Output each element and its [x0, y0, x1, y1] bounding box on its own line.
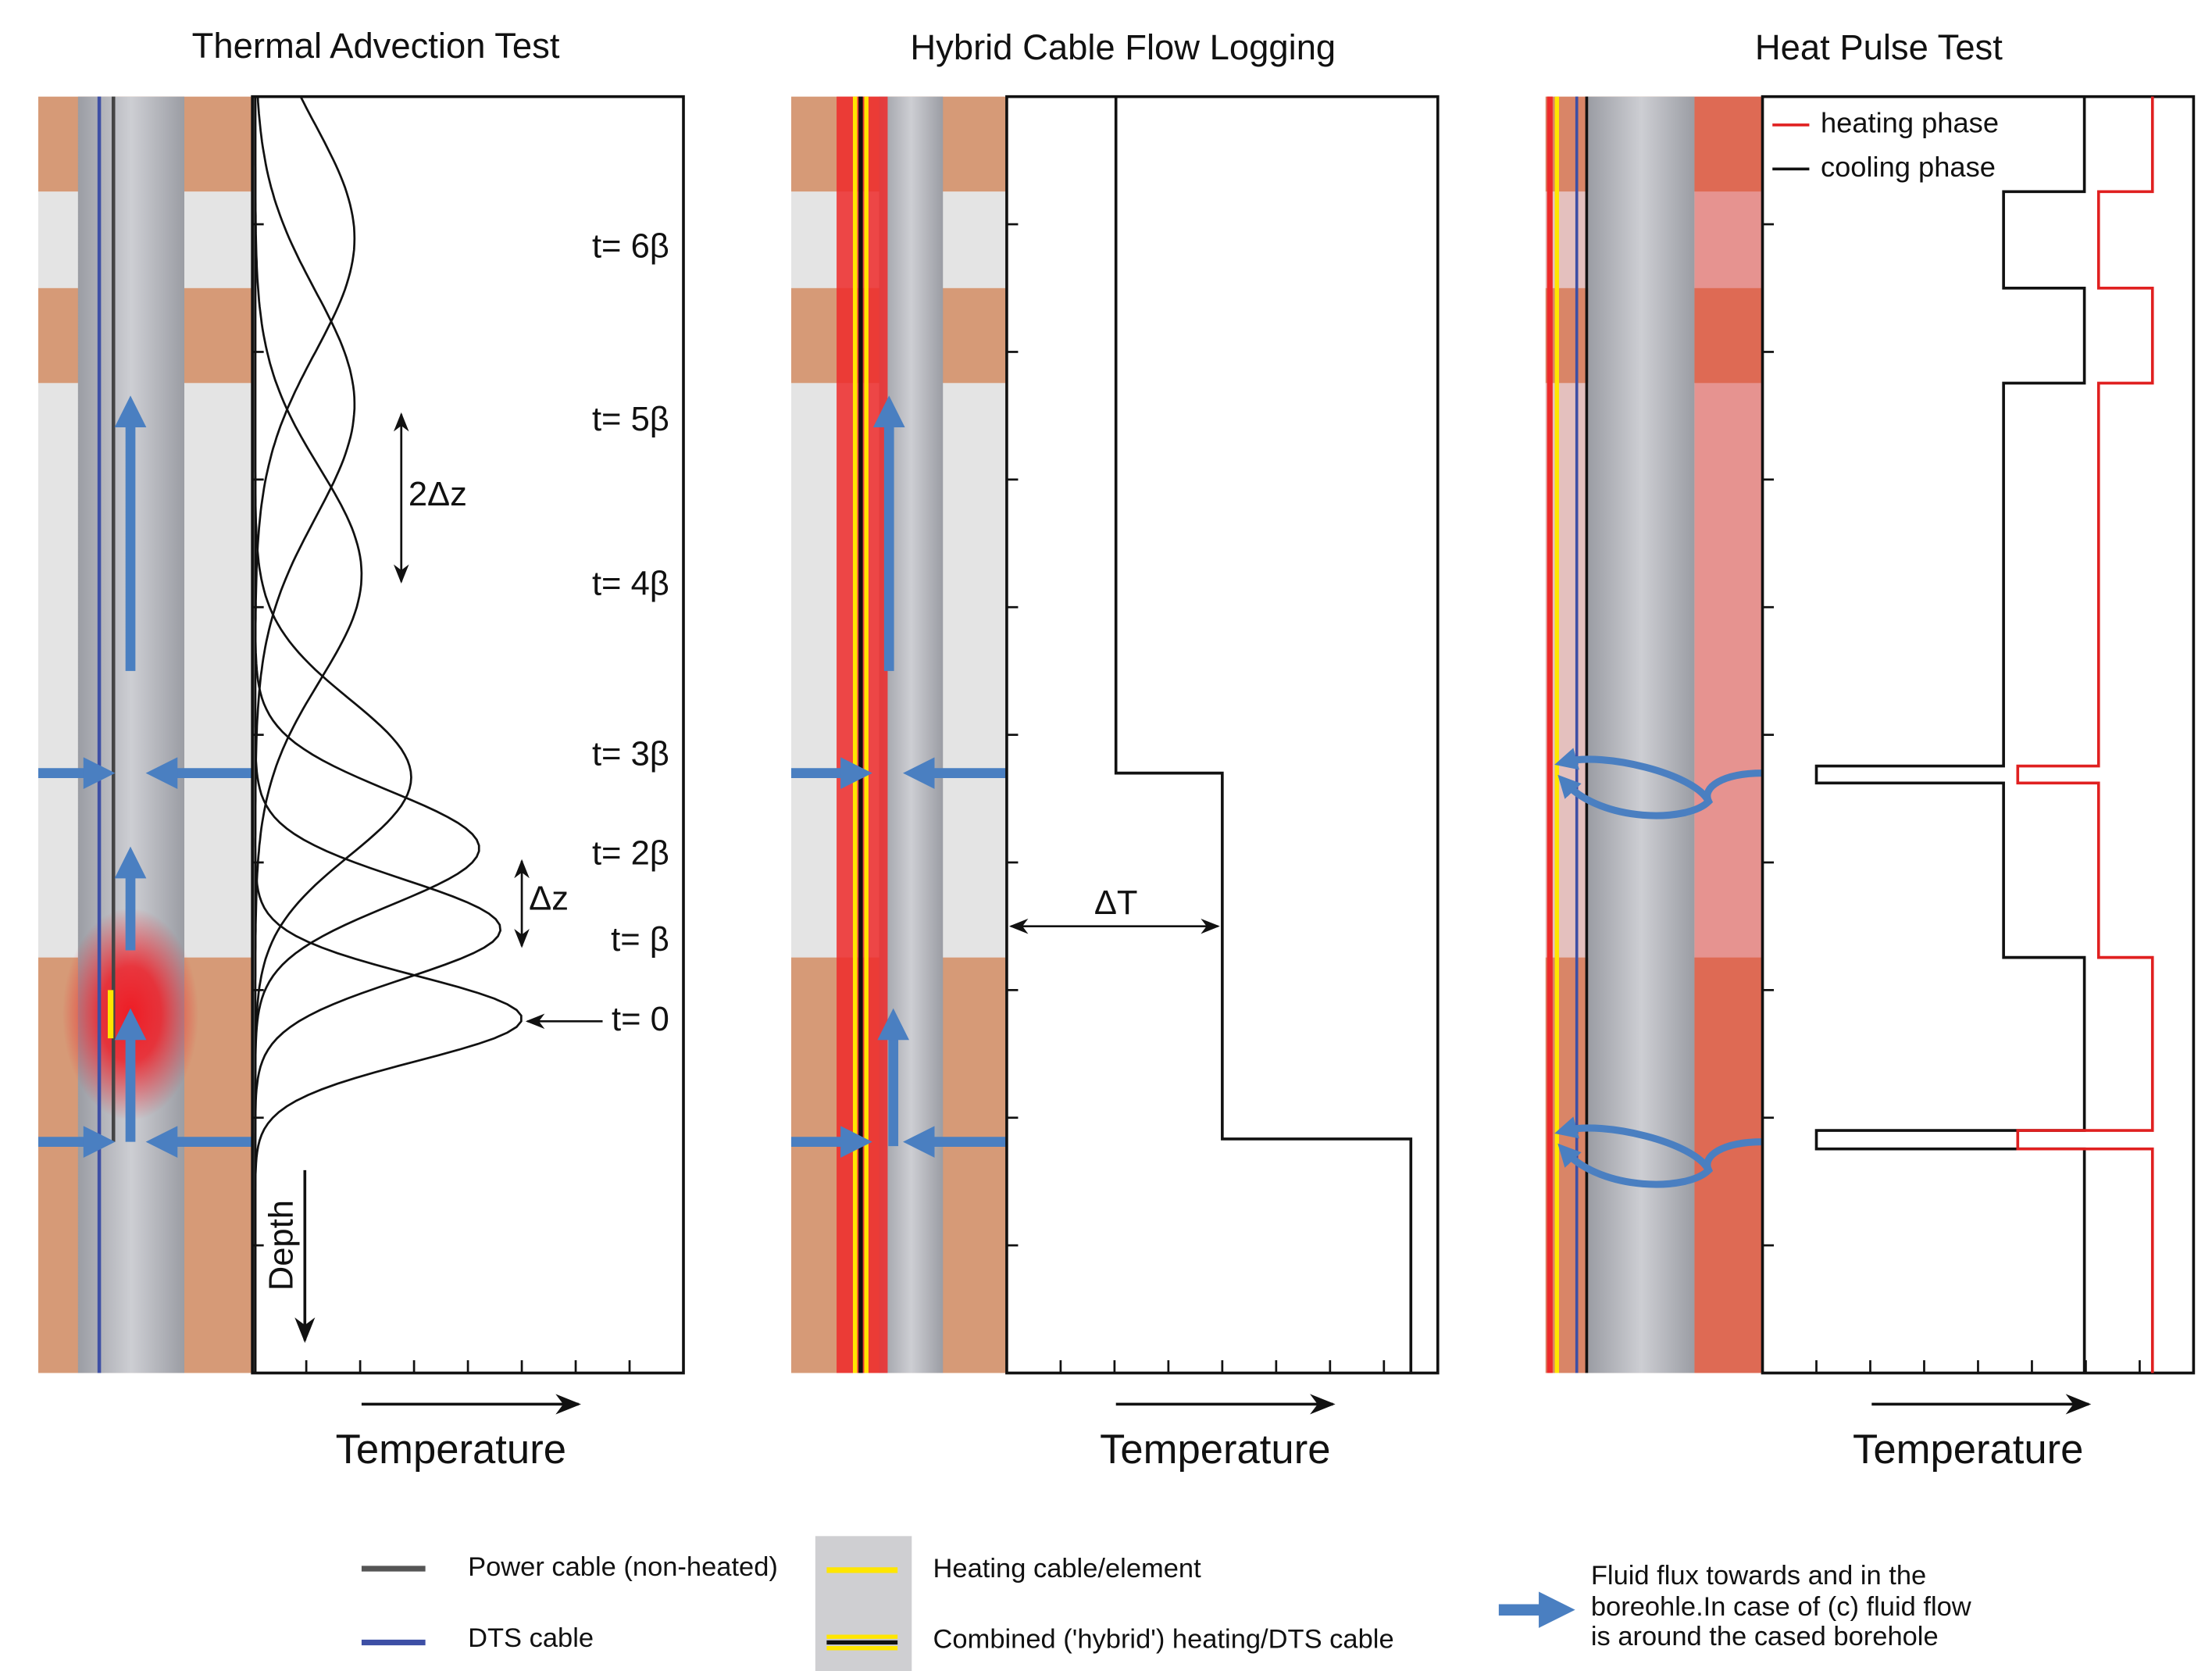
time-label: t= 4β: [592, 565, 669, 602]
time-label: t= 0: [612, 1001, 669, 1038]
flow-arrow: [1554, 1116, 1712, 1173]
axis-label: Temperature: [1100, 1426, 1330, 1473]
plot-frame: [1005, 95, 1440, 1375]
borehole: [1588, 96, 1695, 1373]
spacing-label: Δz: [529, 880, 569, 918]
depth-label: Depth: [263, 1200, 301, 1291]
flow-arrow: [1554, 748, 1712, 804]
legend-label: Fluid flux towards and in the: [1591, 1561, 1926, 1591]
panel-title: Thermal Advection Test: [192, 26, 560, 66]
legend-label: DTS cable: [468, 1623, 594, 1653]
legend-label: Power cable (non-heated): [468, 1552, 778, 1582]
borehole: [77, 96, 184, 1373]
borehole: [879, 96, 944, 1373]
flow-arrow: [1557, 769, 1763, 819]
cooling-profile: [1814, 96, 2086, 1373]
heating-profile: [2016, 96, 2154, 1373]
panel-title: Heat Pulse Test: [1755, 27, 2003, 67]
legend-label: boreohle.In case of (c) fluid flow: [1591, 1592, 1971, 1622]
temperature-curve: [254, 96, 502, 1373]
axis-label: Temperature: [336, 1426, 566, 1473]
temperature-profile: [1114, 96, 1413, 1373]
flow-arrow: [1557, 1138, 1763, 1188]
legend-label: Combined ('hybrid') heating/DTS cable: [933, 1625, 1394, 1655]
delta-label: ΔT: [1094, 884, 1138, 922]
legend-swatch: [815, 1536, 912, 1671]
heated-zone: [1694, 96, 1763, 1373]
time-label: t= 2β: [592, 834, 669, 872]
legend-label: Heating cable/element: [933, 1554, 1202, 1584]
temperature-curve: [254, 96, 356, 1373]
drawing: [38, 95, 2196, 1671]
legend-label: is around the cased borehole: [1591, 1622, 1939, 1651]
legend-label: heating phase: [1821, 107, 1999, 139]
panel-title: Hybrid Cable Flow Logging: [910, 27, 1336, 67]
time-label: t= β: [611, 921, 669, 959]
time-label: t= 3β: [592, 735, 669, 773]
time-label: t= 5β: [592, 401, 669, 438]
spacing-label: 2Δz: [409, 476, 467, 513]
legend-label: cooling phase: [1821, 151, 1996, 183]
temperature-curve: [254, 96, 412, 1373]
axis-label: Temperature: [1853, 1426, 2083, 1473]
time-label: t= 6β: [592, 227, 669, 265]
